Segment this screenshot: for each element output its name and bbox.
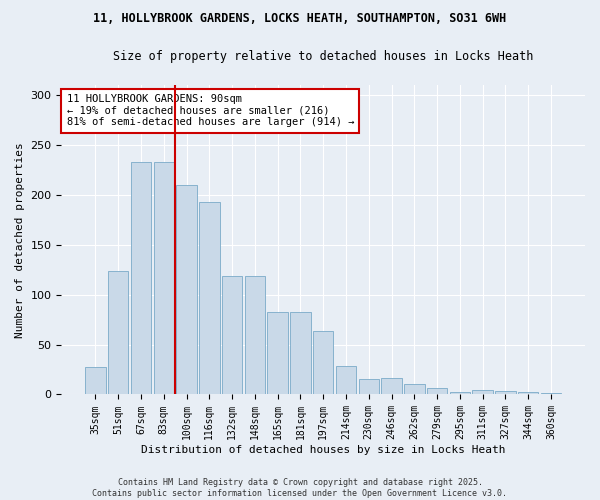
X-axis label: Distribution of detached houses by size in Locks Heath: Distribution of detached houses by size … <box>141 445 505 455</box>
Bar <box>313 330 334 394</box>
Text: 11, HOLLYBROOK GARDENS, LOCKS HEATH, SOUTHAMPTON, SO31 6WH: 11, HOLLYBROOK GARDENS, LOCKS HEATH, SOU… <box>94 12 506 26</box>
Bar <box>449 392 470 394</box>
Bar <box>472 390 493 394</box>
Text: Contains HM Land Registry data © Crown copyright and database right 2025.
Contai: Contains HM Land Registry data © Crown c… <box>92 478 508 498</box>
Bar <box>199 202 220 394</box>
Bar <box>359 380 379 394</box>
Bar <box>381 378 402 394</box>
Bar <box>495 392 515 394</box>
Bar <box>154 162 174 394</box>
Bar <box>404 384 425 394</box>
Bar <box>290 312 311 394</box>
Bar <box>131 162 151 394</box>
Text: 11 HOLLYBROOK GARDENS: 90sqm
← 19% of detached houses are smaller (216)
81% of s: 11 HOLLYBROOK GARDENS: 90sqm ← 19% of de… <box>67 94 354 128</box>
Bar <box>268 312 288 394</box>
Bar <box>518 392 538 394</box>
Bar <box>176 185 197 394</box>
Bar <box>427 388 448 394</box>
Bar <box>222 276 242 394</box>
Bar <box>245 276 265 394</box>
Bar <box>85 366 106 394</box>
Bar <box>108 270 128 394</box>
Title: Size of property relative to detached houses in Locks Heath: Size of property relative to detached ho… <box>113 50 533 63</box>
Bar <box>336 366 356 394</box>
Y-axis label: Number of detached properties: Number of detached properties <box>15 142 25 338</box>
